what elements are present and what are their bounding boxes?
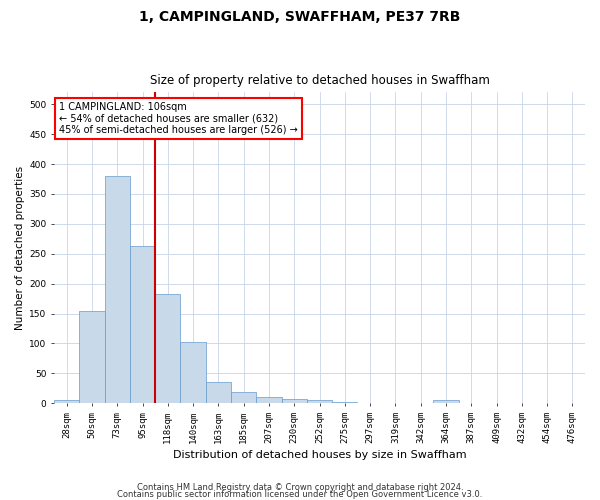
- Title: Size of property relative to detached houses in Swaffham: Size of property relative to detached ho…: [149, 74, 490, 87]
- Bar: [79, 310, 104, 403]
- Text: Contains public sector information licensed under the Open Government Licence v3: Contains public sector information licen…: [118, 490, 482, 499]
- Text: 1 CAMPINGLAND: 106sqm
← 54% of detached houses are smaller (632)
45% of semi-det: 1 CAMPINGLAND: 106sqm ← 54% of detached …: [59, 102, 298, 135]
- Bar: [231, 392, 256, 403]
- Bar: [130, 246, 155, 403]
- Text: 1, CAMPINGLAND, SWAFFHAM, PE37 7RB: 1, CAMPINGLAND, SWAFFHAM, PE37 7RB: [139, 10, 461, 24]
- Bar: [256, 397, 281, 403]
- Bar: [281, 399, 307, 403]
- Bar: [307, 400, 332, 403]
- X-axis label: Distribution of detached houses by size in Swaffham: Distribution of detached houses by size …: [173, 450, 466, 460]
- Y-axis label: Number of detached properties: Number of detached properties: [15, 166, 25, 330]
- Bar: [104, 176, 130, 403]
- Bar: [332, 402, 358, 403]
- Bar: [206, 382, 231, 403]
- Text: Contains HM Land Registry data © Crown copyright and database right 2024.: Contains HM Land Registry data © Crown c…: [137, 484, 463, 492]
- Bar: [181, 342, 206, 403]
- Bar: [54, 400, 79, 403]
- Bar: [155, 294, 181, 403]
- Bar: [433, 400, 458, 403]
